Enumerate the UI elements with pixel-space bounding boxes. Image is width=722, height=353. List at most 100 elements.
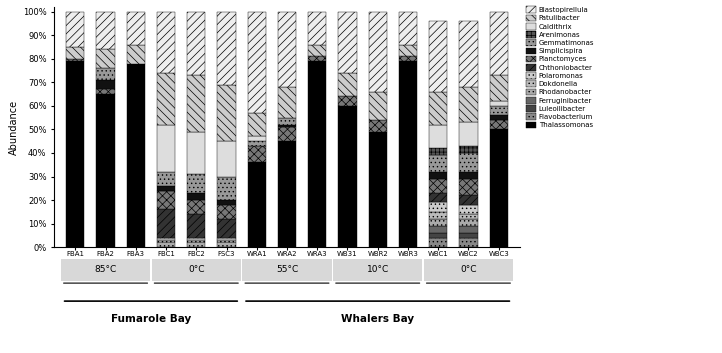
Bar xyxy=(459,122,477,146)
Bar xyxy=(429,172,447,179)
Bar xyxy=(308,61,326,247)
Text: 0°C: 0°C xyxy=(188,265,204,274)
Bar xyxy=(369,12,387,92)
Bar xyxy=(459,146,477,153)
Bar xyxy=(157,172,175,186)
Bar xyxy=(61,259,150,281)
Bar xyxy=(459,226,477,233)
Bar xyxy=(429,193,447,202)
Bar xyxy=(459,205,477,214)
Bar xyxy=(399,56,417,61)
Bar xyxy=(278,12,296,87)
Bar xyxy=(308,45,326,56)
Text: 10°C: 10°C xyxy=(367,265,389,274)
Bar xyxy=(187,174,205,193)
Bar xyxy=(187,214,205,238)
Bar xyxy=(429,202,447,212)
Bar xyxy=(278,141,296,247)
Bar xyxy=(429,233,447,238)
Bar xyxy=(217,176,235,200)
Text: Fumarole Bay: Fumarole Bay xyxy=(110,314,191,324)
Bar xyxy=(429,21,447,92)
Bar xyxy=(127,45,145,64)
Bar xyxy=(97,89,115,94)
Bar xyxy=(459,233,477,238)
Bar xyxy=(308,56,326,61)
Bar xyxy=(157,186,175,191)
Text: Whalers Bay: Whalers Bay xyxy=(342,314,414,324)
Bar xyxy=(152,259,241,281)
Bar xyxy=(127,64,145,247)
Bar xyxy=(429,212,447,219)
Bar xyxy=(490,130,508,247)
Bar xyxy=(459,238,477,247)
Bar xyxy=(157,12,175,73)
Bar xyxy=(157,238,175,240)
Bar xyxy=(459,214,477,219)
Bar xyxy=(217,205,235,219)
Bar xyxy=(278,118,296,125)
Bar xyxy=(339,106,357,247)
Bar xyxy=(217,200,235,205)
Bar xyxy=(459,179,477,195)
Bar xyxy=(66,59,84,61)
Bar xyxy=(217,240,235,243)
Bar xyxy=(217,219,235,238)
Bar xyxy=(429,226,447,233)
Bar xyxy=(97,68,115,80)
Bar xyxy=(243,259,331,281)
Bar xyxy=(157,73,175,125)
Bar xyxy=(157,209,175,238)
Bar xyxy=(157,191,175,209)
Bar xyxy=(369,132,387,247)
Bar xyxy=(97,49,115,68)
Bar xyxy=(399,45,417,56)
Legend: Blastopirellula, Patulibacter, Caldithrix, Arenimonas, Gemmatimonas, Simplicispi: Blastopirellula, Patulibacter, Caldithri… xyxy=(526,6,595,129)
Bar xyxy=(248,137,266,141)
Bar xyxy=(248,141,266,146)
Bar xyxy=(157,125,175,172)
Bar xyxy=(66,12,84,47)
Bar xyxy=(66,47,84,59)
Bar xyxy=(459,219,477,226)
Bar xyxy=(278,127,296,141)
Bar xyxy=(459,172,477,179)
Bar xyxy=(490,101,508,106)
Bar xyxy=(339,73,357,96)
Bar xyxy=(459,21,477,87)
Bar xyxy=(459,195,477,205)
Bar xyxy=(459,153,477,172)
Bar xyxy=(369,120,387,132)
Text: 85°C: 85°C xyxy=(95,265,117,274)
Bar xyxy=(490,12,508,75)
Bar xyxy=(127,12,145,45)
Bar xyxy=(339,96,357,106)
Bar xyxy=(217,238,235,240)
Bar xyxy=(308,12,326,45)
Bar xyxy=(278,87,296,118)
Bar xyxy=(399,61,417,247)
Bar xyxy=(490,115,508,120)
Bar xyxy=(157,240,175,243)
Y-axis label: Abundance: Abundance xyxy=(9,100,19,155)
Bar xyxy=(429,155,447,172)
Bar xyxy=(490,106,508,115)
Bar xyxy=(217,85,235,141)
Bar xyxy=(490,120,508,130)
Bar xyxy=(187,243,205,247)
Bar xyxy=(187,12,205,75)
Text: 55°C: 55°C xyxy=(276,265,298,274)
Bar xyxy=(217,141,235,176)
Bar xyxy=(429,92,447,125)
Bar xyxy=(490,75,508,101)
Bar xyxy=(429,148,447,155)
Bar xyxy=(217,12,235,85)
Bar xyxy=(369,92,387,120)
Bar xyxy=(333,259,422,281)
Bar xyxy=(187,193,205,200)
Bar xyxy=(459,87,477,122)
Bar xyxy=(248,113,266,137)
Bar xyxy=(399,12,417,45)
Bar xyxy=(429,125,447,148)
Bar xyxy=(157,243,175,247)
